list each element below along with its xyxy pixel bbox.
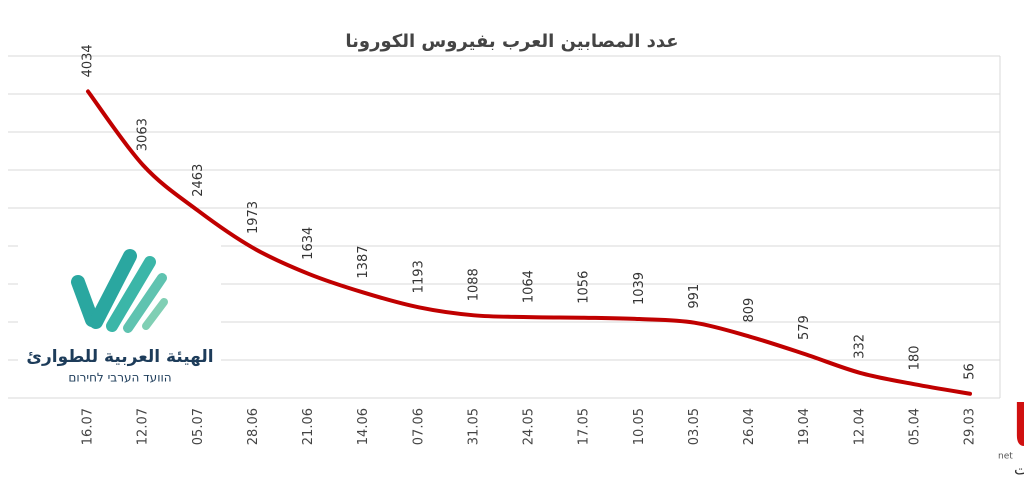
watermark: حيفا net صحيفة حيفا نت [998,392,1024,478]
data-label: 1193 [411,260,426,293]
logo-stroke [123,273,167,333]
x-tick-label: 21.06 [301,408,316,445]
x-tick-label: 12.07 [136,408,151,445]
data-label: 1973 [246,201,261,234]
x-tick-label: 26.04 [742,408,757,445]
data-label: 56 [963,363,978,380]
data-label: 1387 [356,245,371,278]
data-label: 1039 [632,272,647,305]
data-label: 1634 [301,227,316,260]
x-tick-label: 28.06 [246,408,261,445]
logo-name: الهيئة العربية للطوارئ [26,347,213,367]
x-tick-label: 17.05 [577,408,592,445]
x-tick-label: 05.04 [907,408,922,445]
x-tick-label: 07.06 [411,408,426,445]
series-line [86,89,972,396]
chart-title: عدد المصابين العرب بفيروس الكورونا [345,31,678,52]
watermark-domain: net [998,452,1013,462]
data-label: 579 [797,315,812,340]
logo-subtitle: הוועד הערבי לחירום [68,371,171,385]
data-label: 991 [687,284,702,309]
logo-stroke [106,256,156,332]
x-tick-label: 19.04 [797,408,812,445]
x-tick-label: 29.03 [963,408,978,445]
data-label: 1064 [522,270,537,303]
logo: الهيئة العربية للطوارئ הוועד הערבי לחירו… [18,238,221,392]
x-tick-label: 03.05 [687,408,702,445]
data-label: 1088 [466,268,481,301]
logo-stroke [89,249,137,329]
logo-stroke [71,275,99,327]
data-label: 3063 [136,118,151,151]
watermark-subtitle: صحيفة حيفا نت [1014,461,1024,479]
x-tick-label: 12.04 [852,408,867,445]
data-label: 180 [907,345,922,370]
x-tick-label: 31.05 [466,408,481,445]
x-tick-label: 14.06 [356,408,371,445]
x-tick-label: 05.07 [191,408,206,445]
plot: 16.07 12.07 05.07 28.06 21.06 14.06 07.06 31.05… [81,44,978,445]
data-label: 332 [852,334,867,359]
x-tick-label: 16.07 [81,408,96,445]
x-tick-label: 24.05 [522,408,537,445]
watermark-name: حيفا [1012,392,1024,460]
x-tick-label: 10.05 [632,408,647,445]
data-label: 2463 [191,164,206,197]
logo-stroke [142,298,168,330]
data-label: 4034 [81,44,96,77]
logo-icon [71,249,168,333]
data-label: 1056 [577,271,592,304]
data-label: 809 [742,298,757,323]
